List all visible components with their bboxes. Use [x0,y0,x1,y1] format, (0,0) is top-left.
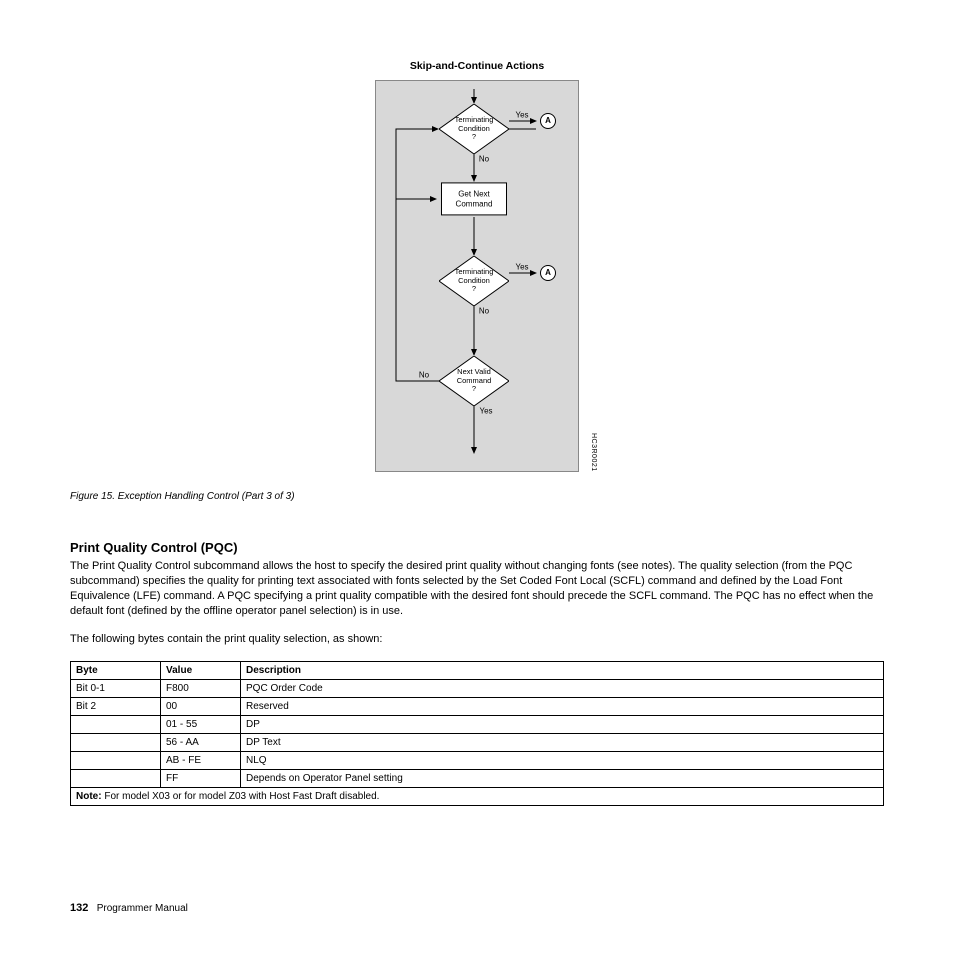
table-header: Value [161,662,241,680]
label-yes: Yes [479,407,492,416]
table-cell: FF [161,770,241,788]
label-yes: Yes [515,111,528,120]
table-header: Description [241,662,884,680]
figure-caption: Figure 15. Exception Handling Control (P… [70,491,884,502]
table-cell: AB - FE [161,752,241,770]
table-cell [71,734,161,752]
table-cell: 01 - 55 [161,716,241,734]
section-paragraph: The Print Quality Control subcommand all… [70,559,884,618]
table-cell: DP [241,716,884,734]
figure-title: Skip-and-Continue Actions [70,60,884,72]
table-row: 01 - 55 DP [71,716,884,734]
note-label: Note: [76,791,102,802]
table-cell: NLQ [241,752,884,770]
figure-container: Skip-and-Continue Actions [70,60,884,477]
table-header: Byte [71,662,161,680]
flowchart-background: Terminating Condition ? Get Next Command… [375,80,579,472]
table-note-cell: Note: For model X03 or for model Z03 wit… [71,788,884,806]
node-text: ? [472,132,476,141]
decision-terminating-1: Terminating Condition ? [439,104,509,154]
figure-code: HC3R0021 [590,433,597,472]
table-header-row: Byte Value Description [71,662,884,680]
node-text: ? [472,384,476,393]
table-cell [71,770,161,788]
table-row: Bit 2 00 Reserved [71,698,884,716]
label-no: No [419,371,429,380]
page-footer: 132 Programmer Manual [70,902,188,914]
decision-next-valid: Next Valid Command ? [439,356,509,406]
label-yes: Yes [515,263,528,272]
table-row: AB - FE NLQ [71,752,884,770]
table-cell: Bit 0-1 [71,680,161,698]
section-paragraph: The following bytes contain the print qu… [70,632,884,647]
table-cell: DP Text [241,734,884,752]
decision-terminating-2: Terminating Condition ? [439,256,509,306]
table-cell: Depends on Operator Panel setting [241,770,884,788]
table-cell: 56 - AA [161,734,241,752]
node-text: ? [472,284,476,293]
table-note-row: Note: For model X03 or for model Z03 wit… [71,788,884,806]
process-get-next-command: Get Next Command [441,182,507,215]
table-cell [71,716,161,734]
connector-a-1: A [540,113,556,129]
table-cell: 00 [161,698,241,716]
section-heading: Print Quality Control (PQC) [70,540,884,555]
label-no: No [479,307,489,316]
table-cell: PQC Order Code [241,680,884,698]
table-row: 56 - AA DP Text [71,734,884,752]
table-cell [71,752,161,770]
table-cell: Reserved [241,698,884,716]
table-row: FF Depends on Operator Panel setting [71,770,884,788]
note-text: For model X03 or for model Z03 with Host… [102,791,380,802]
connector-a-2: A [540,265,556,281]
table-row: Bit 0-1 F800 PQC Order Code [71,680,884,698]
pqc-table: Byte Value Description Bit 0-1 F800 PQC … [70,661,884,806]
table-cell: F800 [161,680,241,698]
manual-name: Programmer Manual [97,903,188,914]
flowchart: Terminating Condition ? Get Next Command… [375,80,579,472]
table-cell: Bit 2 [71,698,161,716]
page-number: 132 [70,902,88,914]
node-text: Command [456,199,493,208]
node-text: Get Next [458,189,490,198]
label-no: No [479,155,489,164]
